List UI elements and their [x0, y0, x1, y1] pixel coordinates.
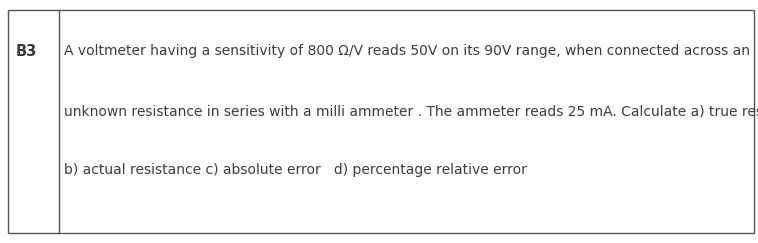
FancyBboxPatch shape [8, 10, 754, 233]
Text: A voltmeter having a sensitivity of 800 Ω/V reads 50V on its 90V range, when con: A voltmeter having a sensitivity of 800 … [64, 44, 750, 58]
Text: B3: B3 [15, 44, 36, 59]
Text: unknown resistance in series with a milli ammeter . The ammeter reads 25 mA. Cal: unknown resistance in series with a mill… [64, 104, 758, 119]
Text: b) actual resistance c) absolute error   d) percentage relative error: b) actual resistance c) absolute error d… [64, 163, 528, 177]
